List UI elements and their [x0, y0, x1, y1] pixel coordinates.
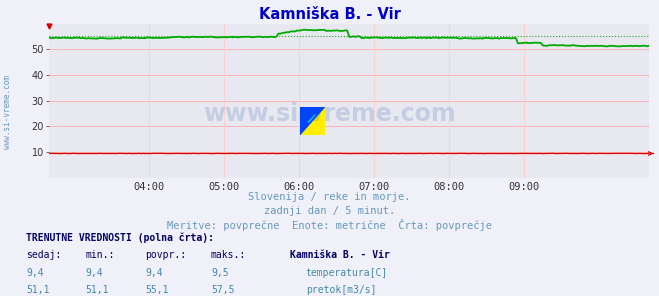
- Text: 9,4: 9,4: [26, 268, 44, 278]
- Text: min.:: min.:: [86, 250, 115, 260]
- Text: 51,1: 51,1: [26, 285, 50, 295]
- Text: Kamniška B. - Vir: Kamniška B. - Vir: [290, 250, 390, 260]
- Text: 09:00: 09:00: [509, 182, 540, 192]
- Text: povpr.:: povpr.:: [145, 250, 186, 260]
- Polygon shape: [300, 107, 325, 135]
- Text: Meritve: povprečne  Enote: metrične  Črta: povprečje: Meritve: povprečne Enote: metrične Črta:…: [167, 219, 492, 231]
- Text: 57,5: 57,5: [211, 285, 235, 295]
- Text: 05:00: 05:00: [209, 182, 240, 192]
- Text: 9,4: 9,4: [86, 268, 103, 278]
- Text: 08:00: 08:00: [434, 182, 465, 192]
- Text: TRENUTNE VREDNOSTI (polna črta):: TRENUTNE VREDNOSTI (polna črta):: [26, 232, 214, 243]
- Text: zadnji dan / 5 minut.: zadnji dan / 5 minut.: [264, 206, 395, 216]
- Text: Slovenija / reke in morje.: Slovenija / reke in morje.: [248, 192, 411, 202]
- Text: www.si-vreme.com: www.si-vreme.com: [3, 75, 13, 149]
- Text: maks.:: maks.:: [211, 250, 246, 260]
- Text: temperatura[C]: temperatura[C]: [306, 268, 388, 278]
- Text: 07:00: 07:00: [358, 182, 390, 192]
- Text: sedaj:: sedaj:: [26, 250, 61, 260]
- Text: www.si-vreme.com: www.si-vreme.com: [203, 102, 456, 126]
- Text: pretok[m3/s]: pretok[m3/s]: [306, 285, 376, 295]
- Text: Kamniška B. - Vir: Kamniška B. - Vir: [258, 7, 401, 22]
- Text: 55,1: 55,1: [145, 285, 169, 295]
- Text: 06:00: 06:00: [283, 182, 315, 192]
- Polygon shape: [300, 107, 325, 135]
- Text: 9,4: 9,4: [145, 268, 163, 278]
- Text: 04:00: 04:00: [134, 182, 165, 192]
- Text: 9,5: 9,5: [211, 268, 229, 278]
- Text: 51,1: 51,1: [86, 285, 109, 295]
